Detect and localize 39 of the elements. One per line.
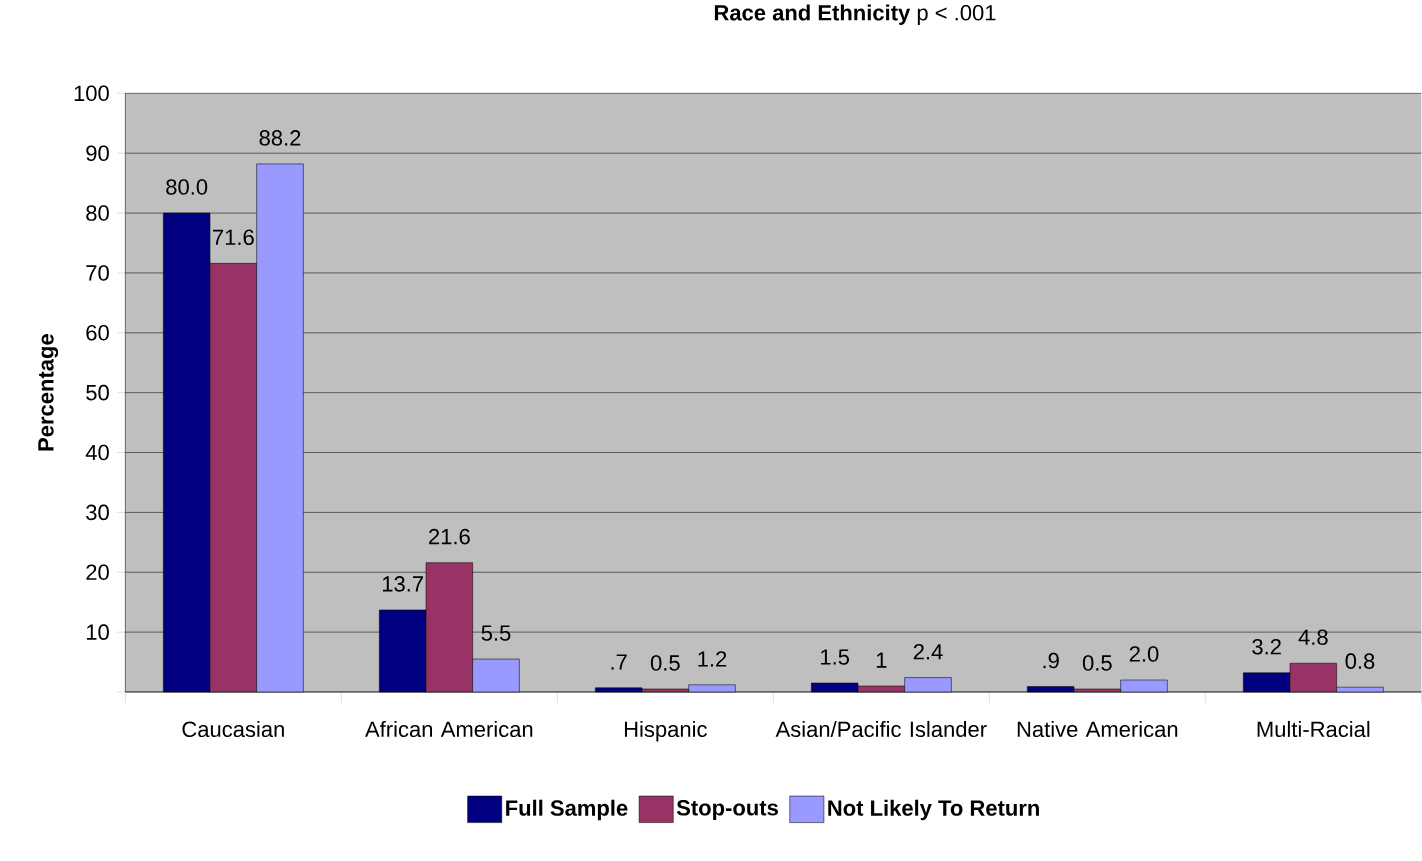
- data-label: 0.5: [1082, 655, 1112, 671]
- legend-label: Not Likely To Return: [828, 799, 1039, 821]
- data-label: 2.0: [1129, 646, 1159, 662]
- data-label: 1: [876, 652, 887, 668]
- data-label: 2.4: [913, 643, 943, 660]
- data-label: 0.8: [1345, 653, 1375, 669]
- data-label: .7: [611, 654, 627, 670]
- y-tick-label: 70: [86, 265, 109, 281]
- legend-label: Stop-outs: [676, 799, 778, 820]
- y-tick-label: 10: [86, 624, 109, 640]
- y-tick-label: 80: [86, 205, 109, 221]
- data-label: 3.2: [1252, 638, 1281, 655]
- y-tick-label: 60: [86, 325, 109, 341]
- data-label: 13.7: [382, 576, 423, 592]
- x-tick-label: Multi-Racial: [1257, 720, 1370, 738]
- y-tick-label: 50: [86, 384, 109, 401]
- data-label: .9: [1043, 652, 1059, 669]
- data-label: 71.6: [213, 229, 254, 246]
- y-tick-label: 40: [85, 444, 109, 461]
- data-label: 1.2: [698, 651, 727, 667]
- data-label: 5.5: [481, 625, 511, 641]
- y-tick-label: 100: [74, 85, 109, 102]
- x-tick-label: Native American: [1017, 720, 1178, 738]
- chart-title: Race and Ethnicity p < .001: [714, 4, 996, 25]
- x-tick-label: Caucasian: [182, 720, 284, 738]
- y-axis-title: Percentage: [38, 334, 59, 451]
- data-label: 80.0: [166, 179, 208, 195]
- data-label: 4.8: [1298, 629, 1328, 645]
- x-tick-label: Asian/Pacific Islander: [775, 720, 987, 738]
- legend-label: Full Sample: [506, 799, 628, 821]
- y-tick-label: 20: [86, 564, 109, 581]
- y-tick-label: 30: [86, 504, 109, 521]
- x-tick-label: African American: [365, 720, 533, 738]
- y-tick-label: 90: [86, 145, 109, 161]
- data-label: 21.6: [429, 528, 470, 545]
- data-label: 1.5: [821, 649, 850, 665]
- x-tick-label: Hispanic: [624, 720, 707, 742]
- data-label: 88.2: [259, 130, 301, 146]
- data-label: 0.5: [650, 655, 680, 671]
